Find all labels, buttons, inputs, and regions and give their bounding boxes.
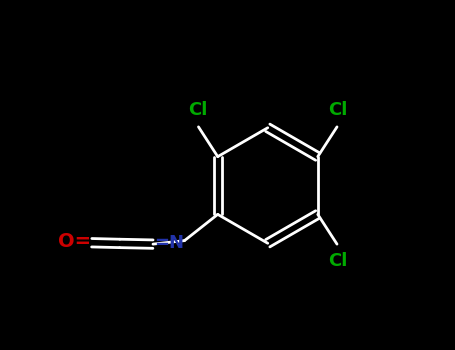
Text: Cl: Cl <box>328 252 348 270</box>
Text: =N: =N <box>154 234 184 252</box>
Text: Cl: Cl <box>328 101 348 119</box>
Text: Cl: Cl <box>188 101 207 119</box>
Text: O=: O= <box>58 232 91 251</box>
